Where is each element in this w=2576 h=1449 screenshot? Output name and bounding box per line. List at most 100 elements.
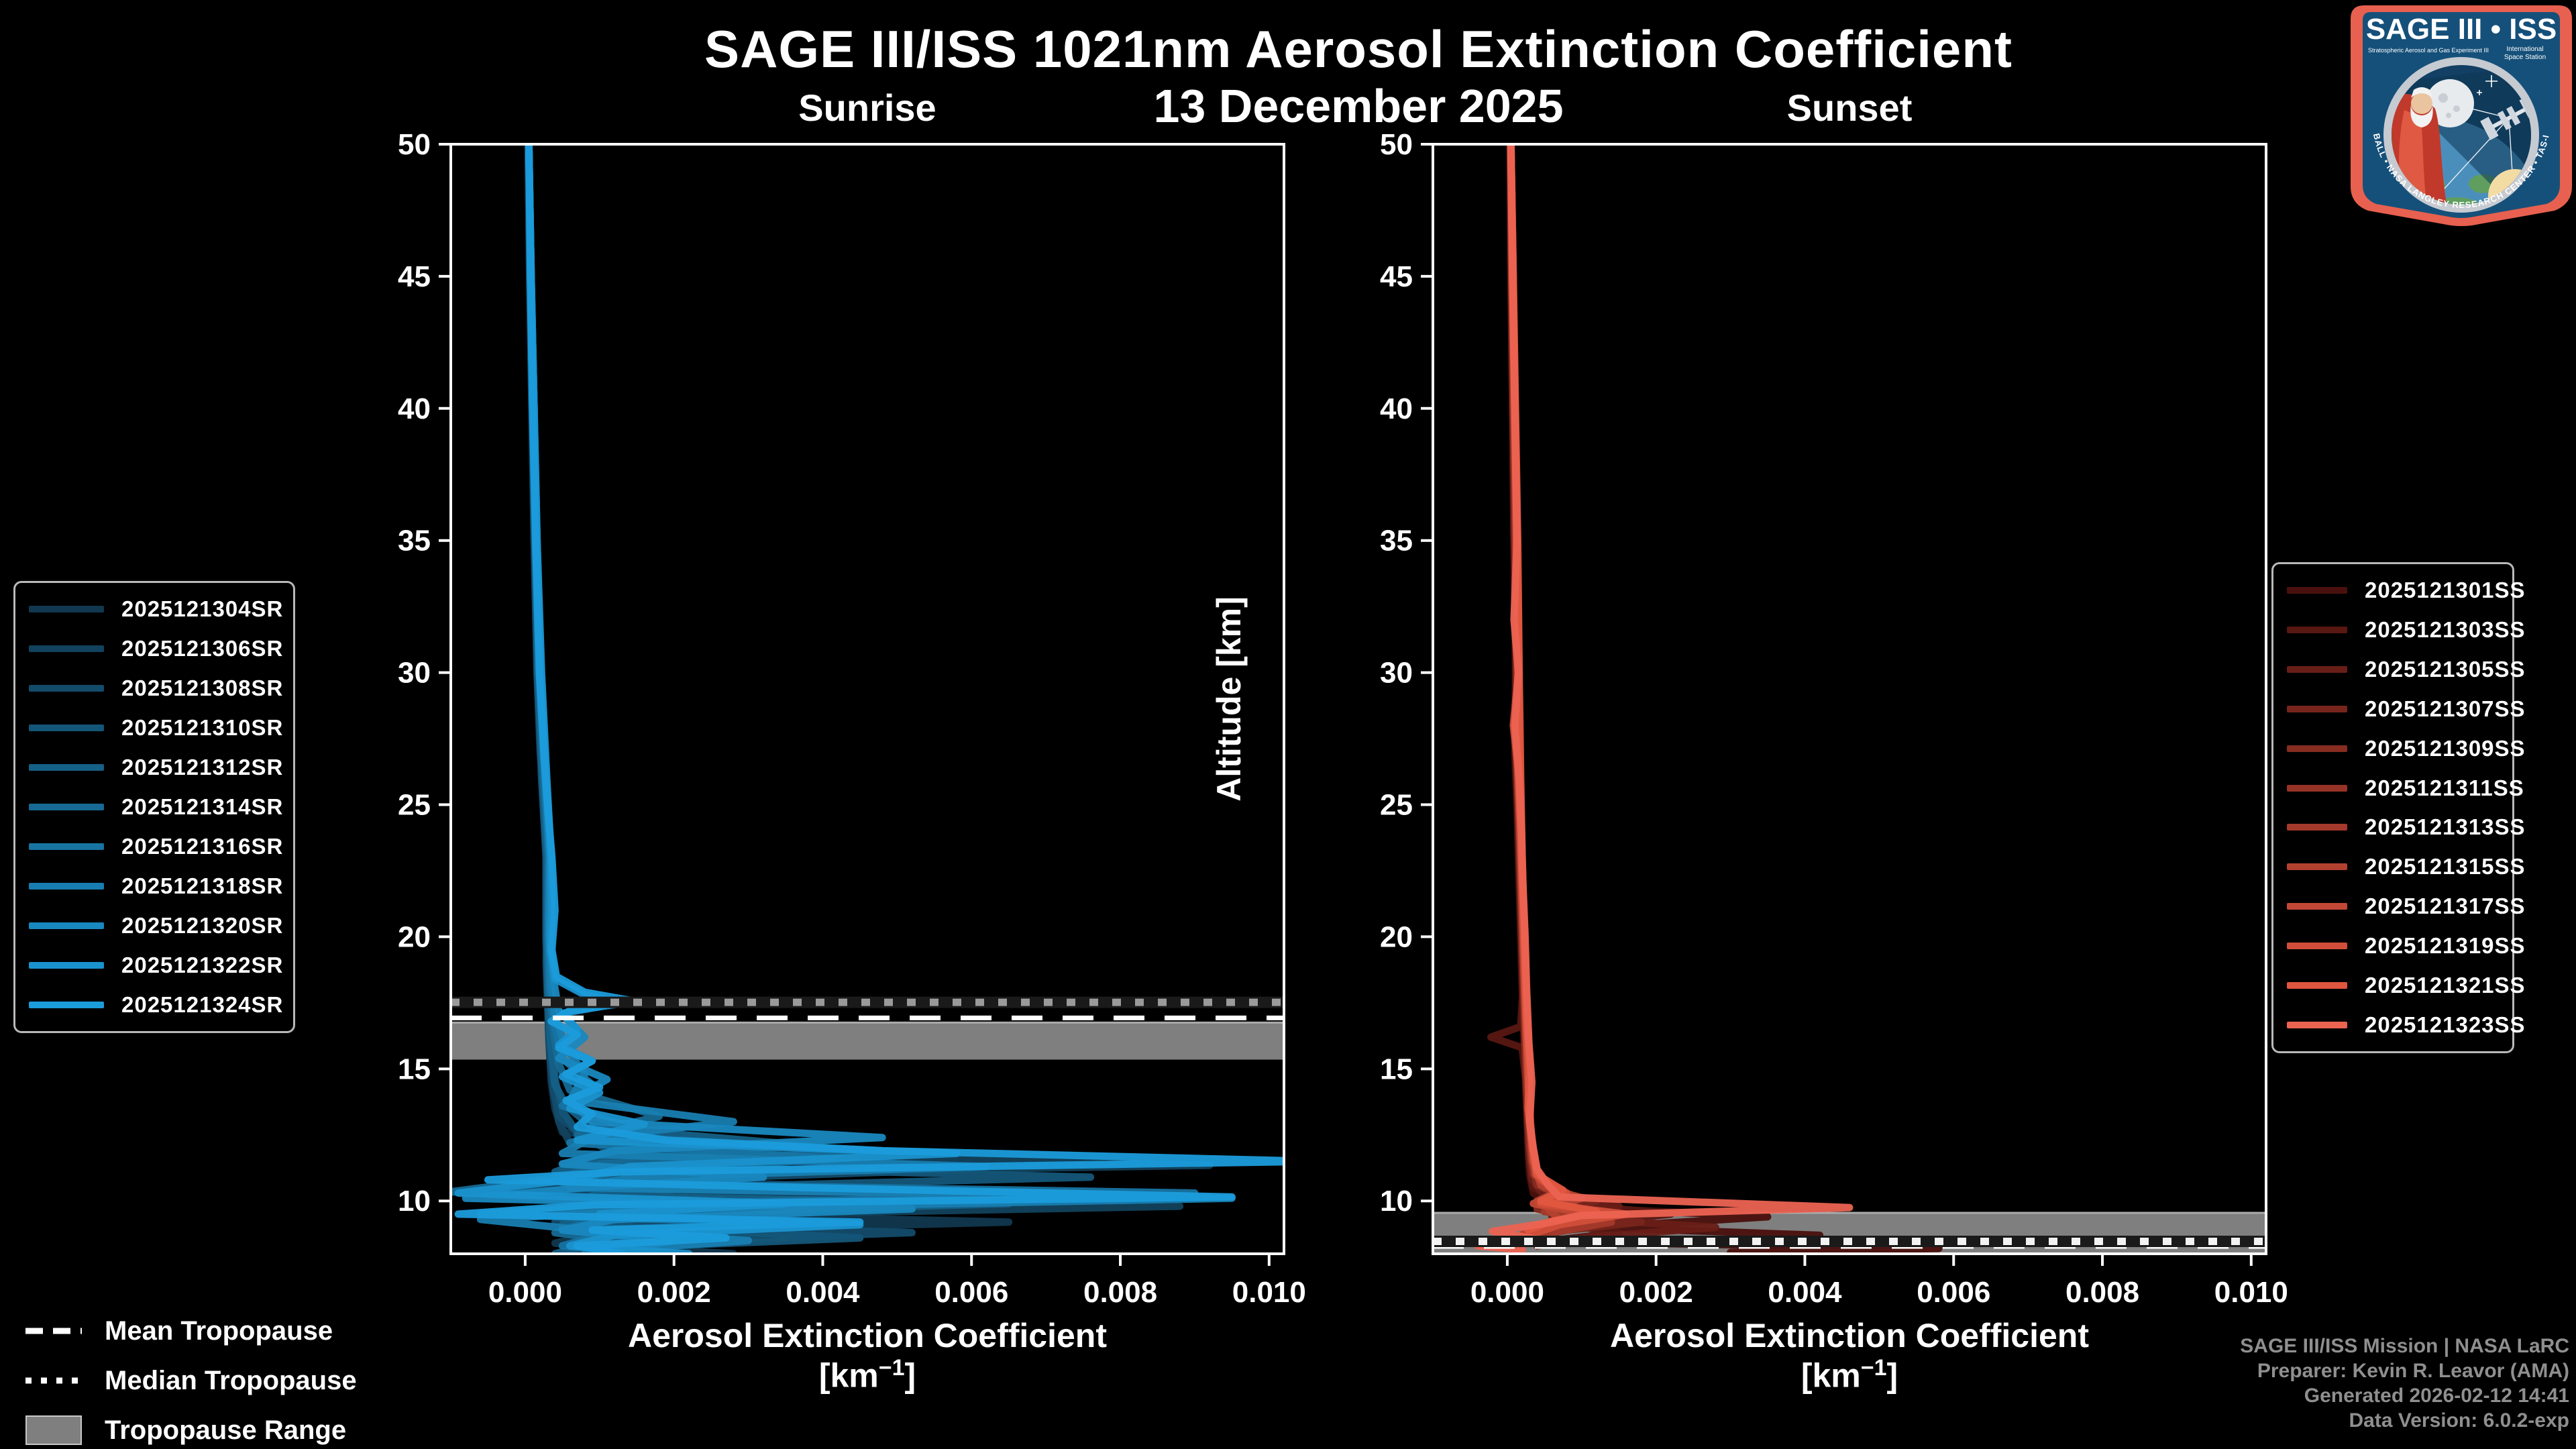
legend-label: 2025121320SR [121, 912, 284, 938]
legend-label: 2025121303SS [2365, 617, 2526, 643]
legend-line-swatch [29, 882, 104, 890]
legend-item-2025121318SR: 2025121318SR [15, 873, 293, 899]
x-axis-unit: [km−1] [1801, 1355, 1898, 1395]
patch-subtitle-right1: International [2506, 46, 2543, 53]
axes-box [449, 143, 1285, 1255]
legend-line-swatch [29, 685, 104, 692]
profile-2025121301SS [1506, 144, 1943, 1254]
y-tick-label: 40 [398, 392, 431, 425]
x-tick-label: 0.008 [1083, 1276, 1157, 1309]
legend-label: 2025121315SS [2365, 854, 2526, 879]
legend-item-2025121305SS: 2025121305SS [2273, 657, 2525, 682]
y-tick-label: 30 [398, 657, 431, 690]
legend-line-swatch [2287, 863, 2347, 871]
patch-subtitle-left: Stratospheric Aerosol and Gas Experiment… [2368, 47, 2489, 54]
legend-line-swatch [29, 922, 104, 929]
panel-title-sunset: Sunset [1786, 87, 1913, 129]
legend-item-2025121308SR: 2025121308SR [15, 676, 293, 701]
legend-line-swatch [2287, 784, 2347, 792]
legend-item-2025121324SR: 2025121324SR [15, 992, 293, 1018]
legend-line-swatch [29, 1001, 104, 1008]
legend-line-swatch [2287, 587, 2347, 594]
footer-data-version: Data Version: 6.0.2-exp [2349, 1409, 2569, 1432]
legend-line-swatch [2287, 903, 2347, 910]
legend-item-2025121306SR: 2025121306SR [15, 636, 293, 661]
sunrise-x-axis-label: Aerosol Extinction Coefficient [km−1] [451, 1316, 1284, 1395]
y-tick-label: 40 [1380, 392, 1413, 425]
y-tick-label: 15 [398, 1053, 431, 1085]
footer-attribution: SAGE III/ISS Mission | NASA LaRC Prepare… [2240, 1334, 2569, 1433]
x-axis-unit: [km−1] [818, 1355, 916, 1395]
legend-line-swatch [29, 606, 104, 613]
x-tick-label: 0.006 [1917, 1276, 1990, 1309]
legend-item-2025121304SR: 2025121304SR [15, 596, 293, 622]
median-tropopause-legend-item: Median Tropopause [25, 1363, 357, 1398]
x-tick-label: 0.002 [637, 1276, 711, 1309]
sage-iii-iss-mission-patch-logo: SAGE III • ISS Stratospheric Aerosol and… [2349, 3, 2572, 226]
legend-label: 2025121319SS [2365, 932, 2526, 958]
profile-2025121324SR [454, 144, 1284, 1254]
legend-line-swatch [29, 961, 104, 969]
y-tick-label: 10 [1380, 1185, 1413, 1218]
x-tick-label: 0.000 [488, 1276, 562, 1309]
median-tropopause-label: Median Tropopause [105, 1365, 357, 1395]
y-tick-label: 45 [398, 260, 431, 293]
tropopause-range-band [451, 1022, 1284, 1060]
tropopause-range-label: Tropopause Range [105, 1415, 347, 1445]
legend-label: 2025121318SR [121, 873, 284, 898]
legend-label: 2025121316SR [121, 833, 284, 859]
sunset-plot: 50 45 40 35 30 25 20 15 10 0.000 0.002 0.004 0.006 0.… [1380, 128, 2288, 1309]
legend-item-2025121314SR: 2025121314SR [15, 794, 293, 820]
legend-item-2025121303SS: 2025121303SS [2273, 617, 2525, 643]
x-tick-label: 0.010 [1232, 1276, 1306, 1309]
sunset-legend: 2025121301SS 2025121303SS 2025121305SS 2025… [2271, 562, 2525, 1053]
page-subtitle: 13 December 2025 [1153, 80, 1564, 132]
legend-line-swatch [29, 724, 104, 732]
y-tick-label: 15 [1380, 1053, 1413, 1085]
legend-line-swatch [29, 645, 104, 653]
legend-item-2025121317SS: 2025121317SS [2273, 894, 2525, 919]
sunrise-plot: 50 45 40 35 30 25 20 15 10 0.000 0.002 0.004 0.006 0.… [398, 128, 1306, 1309]
y-tick-label: 35 [1380, 525, 1413, 557]
legend-item-2025121315SS: 2025121315SS [2273, 854, 2525, 879]
legend-label: 2025121324SR [121, 991, 284, 1017]
legend-item-2025121310SR: 2025121310SR [15, 715, 293, 741]
x-axis-label-text: Aerosol Extinction Coefficient [628, 1317, 1107, 1354]
legend-label: 2025121322SR [121, 952, 284, 977]
sunset-x-axis-label: Aerosol Extinction Coefficient [km−1] [1433, 1316, 2266, 1395]
x-tick-label: 0.006 [934, 1276, 1008, 1309]
mean-tropopause-label: Mean Tropopause [105, 1316, 333, 1346]
footer-generated: Generated 2026-02-12 14:41 [2304, 1385, 2569, 1407]
y-tick-label: 20 [398, 920, 431, 953]
legend-label: 2025121301SS [2365, 578, 2526, 603]
dashed-line-icon [25, 1328, 82, 1334]
panel-title-sunrise: Sunrise [798, 87, 936, 129]
legend-item-2025121322SR: 2025121322SR [15, 953, 293, 978]
legend-label: 2025121311SS [2365, 775, 2524, 800]
profile-2025121310SR [525, 144, 1184, 1254]
legend-item-2025121311SS: 2025121311SS [2273, 775, 2524, 801]
gray-band-icon [25, 1415, 82, 1445]
x-tick-label: 0.008 [2065, 1276, 2139, 1309]
legend-label: 2025121305SS [2365, 657, 2526, 682]
legend-label: 2025121304SR [121, 596, 284, 622]
y-tick-label: 25 [1380, 789, 1413, 822]
y-tick-label: 10 [398, 1185, 431, 1218]
y-tick-label: 50 [398, 128, 431, 161]
x-tick-label: 0.004 [786, 1276, 860, 1309]
legend-line-swatch [2287, 705, 2347, 712]
legend-line-swatch [29, 843, 104, 850]
legend-item-2025121309SS: 2025121309SS [2273, 736, 2525, 761]
legend-item-2025121320SR: 2025121320SR [15, 913, 293, 938]
y-tick-label: 30 [1380, 657, 1413, 690]
mean-tropopause-legend-item: Mean Tropopause [25, 1313, 357, 1348]
footer-preparer: Preparer: Kevin R. Leavor (AMA) [2257, 1360, 2569, 1382]
legend-label: 2025121323SS [2365, 1012, 2526, 1037]
footer-mission: SAGE III/ISS Mission | NASA LaRC [2240, 1335, 2569, 1357]
sunset-y-axis-label: Altitude [km] [1210, 596, 1248, 802]
legend-label: 2025121321SS [2365, 972, 2526, 998]
x-axis-label-text: Aerosol Extinction Coefficient [1610, 1317, 2089, 1354]
x-tick-label: 0.002 [1619, 1276, 1693, 1309]
profile-2025121305SS [1506, 144, 1719, 1250]
